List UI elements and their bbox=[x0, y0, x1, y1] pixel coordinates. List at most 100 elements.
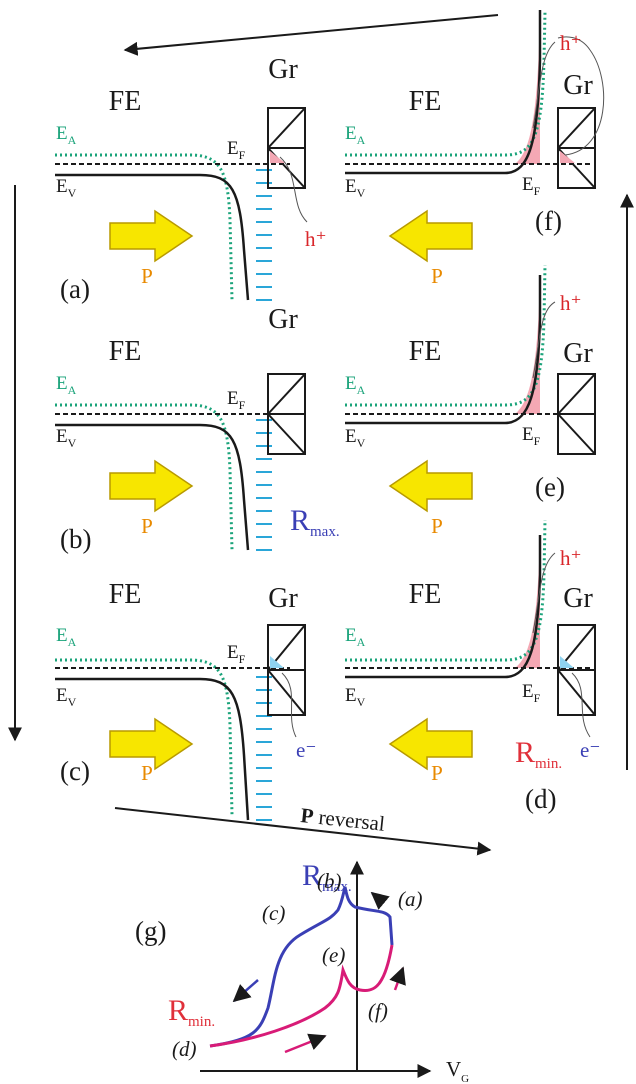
r-min-label: Rmin. bbox=[515, 736, 562, 772]
hole-pointer bbox=[532, 552, 556, 634]
ea-label: EA bbox=[345, 373, 366, 397]
polarization-label: P bbox=[141, 264, 153, 288]
curve-pink bbox=[209, 944, 394, 1048]
graph-label: (g) bbox=[135, 916, 166, 946]
fe-label: FE bbox=[409, 86, 442, 117]
ea-label: EA bbox=[56, 373, 77, 397]
panel-label: (e) bbox=[535, 472, 565, 502]
fe-label: FE bbox=[409, 579, 442, 610]
polarization-label: P bbox=[431, 514, 443, 538]
ea-level bbox=[345, 264, 547, 407]
svg-text:EV: EV bbox=[345, 426, 366, 450]
valence-band bbox=[345, 535, 542, 679]
polarization-arrow bbox=[388, 459, 473, 513]
panel-label: (b) bbox=[60, 524, 91, 554]
point-d: (d) bbox=[172, 1037, 197, 1061]
electron-pointer bbox=[281, 672, 297, 738]
svg-text:Rmin.: Rmin. bbox=[168, 994, 215, 1030]
graph-g: VG (g) Rmax. Rmin. (b) (a) (c) (e) (f) (… bbox=[135, 859, 469, 1084]
cycle-arrow-bottom bbox=[114, 807, 492, 856]
electron-label: e⁻ bbox=[296, 738, 316, 762]
svg-text:EA: EA bbox=[56, 123, 77, 147]
graphene-cone bbox=[557, 624, 596, 716]
ef-label: EF bbox=[522, 174, 541, 198]
fe-label: FE bbox=[109, 86, 142, 117]
ea-label: EA bbox=[345, 123, 366, 147]
panel-d: FE Gr EA EV EF h⁺ e⁻ P Rmin. (d) bbox=[345, 519, 600, 814]
fe-label: FE bbox=[109, 336, 142, 367]
ef-label: EF bbox=[227, 138, 246, 162]
panel-label: (d) bbox=[525, 784, 556, 814]
hole-pointer bbox=[532, 301, 556, 379]
svg-text:EF: EF bbox=[227, 642, 246, 666]
svg-text:EF: EF bbox=[522, 174, 541, 198]
hole-label: h⁺ bbox=[305, 227, 327, 251]
valence-band bbox=[55, 677, 250, 821]
polarization-arrow bbox=[388, 209, 473, 263]
ev-label: EV bbox=[345, 176, 366, 200]
panel-b: FE Gr EA EV EF Rmax. bbox=[55, 304, 340, 554]
polarization-arrow bbox=[109, 717, 194, 771]
polarization-label: P bbox=[431, 761, 443, 785]
fe-label: FE bbox=[409, 336, 442, 367]
graphene-cone bbox=[557, 107, 596, 189]
panel-a: FE Gr EA EV EF h⁺ P bbox=[55, 54, 327, 304]
svg-text:EA: EA bbox=[56, 625, 77, 649]
ev-label: EV bbox=[345, 426, 366, 450]
electron-filling bbox=[270, 656, 284, 668]
svg-text:EF: EF bbox=[227, 138, 246, 162]
svg-text:EA: EA bbox=[345, 625, 366, 649]
svg-text:EA: EA bbox=[345, 123, 366, 147]
ef-label: EF bbox=[227, 388, 246, 412]
graphene-cone bbox=[267, 107, 306, 189]
ef-label: EF bbox=[522, 424, 541, 448]
ef-label: EF bbox=[227, 642, 246, 666]
ev-label: EV bbox=[56, 426, 77, 450]
panel-c: FE Gr EA EV EF e⁻ P bbox=[55, 579, 316, 821]
depletion-charges bbox=[256, 169, 272, 301]
hole-region bbox=[515, 10, 540, 164]
svg-text:VG: VG bbox=[446, 1057, 469, 1084]
ea-level bbox=[55, 403, 234, 551]
ea-label: EA bbox=[56, 625, 77, 649]
valence-band bbox=[55, 423, 250, 551]
point-b: (b) bbox=[317, 869, 342, 893]
panel-label: (f) bbox=[535, 206, 562, 236]
depletion-charges bbox=[256, 419, 272, 551]
polarization-label: P bbox=[141, 514, 153, 538]
curve-blue bbox=[209, 886, 394, 1048]
panel-label: (a) bbox=[60, 274, 90, 304]
svg-text:EV: EV bbox=[345, 176, 366, 200]
polarization-arrow bbox=[388, 717, 473, 771]
svg-text:EV: EV bbox=[345, 685, 366, 709]
point-c: (c) bbox=[262, 901, 285, 925]
polarization-label: P bbox=[141, 761, 153, 785]
valence-band bbox=[55, 173, 250, 301]
electron-label: e⁻ bbox=[580, 738, 600, 762]
point-a: (a) bbox=[398, 887, 423, 911]
hole-label: h⁺ bbox=[560, 291, 582, 315]
ea-level bbox=[345, 11, 547, 157]
svg-text:EA: EA bbox=[345, 373, 366, 397]
valence-band bbox=[345, 10, 542, 175]
graphene-cone bbox=[267, 373, 306, 455]
hole-pointer bbox=[532, 36, 605, 156]
gr-label: Gr bbox=[563, 338, 593, 369]
polarization-arrow bbox=[109, 209, 194, 263]
panel-label: (c) bbox=[60, 756, 90, 786]
ev-label: EV bbox=[56, 685, 77, 709]
hole-region bbox=[515, 535, 540, 668]
svg-text:EV: EV bbox=[56, 176, 77, 200]
svg-text:Rmax.: Rmax. bbox=[290, 504, 340, 540]
r-max-graph-label: Rmax. bbox=[302, 859, 352, 895]
polarization-label: P bbox=[431, 264, 443, 288]
svg-text:Rmax.: Rmax. bbox=[302, 859, 352, 895]
ea-level bbox=[55, 658, 234, 816]
ea-label: EA bbox=[56, 123, 77, 147]
panel-e: FE Gr EA EV EF h⁺ P (e) bbox=[345, 264, 596, 538]
svg-text:EA: EA bbox=[56, 373, 77, 397]
ea-level bbox=[55, 153, 234, 301]
ef-label: EF bbox=[522, 681, 541, 705]
ea-level bbox=[345, 519, 547, 662]
